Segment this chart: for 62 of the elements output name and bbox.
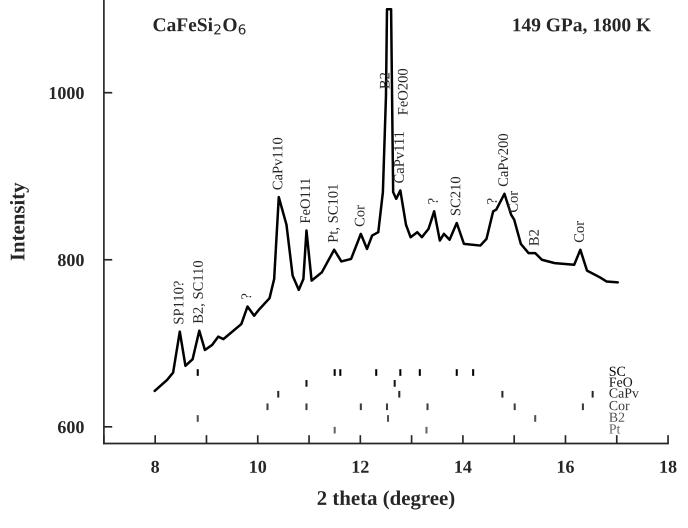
annotation: CaPv200 bbox=[498, 134, 508, 186]
y-axis-title: Intensity bbox=[10, 182, 29, 260]
annotation: 149 GPa, 1800 K bbox=[513, 18, 651, 34]
bar bbox=[196, 369, 199, 376]
bar bbox=[334, 369, 336, 376]
annotation: CaPv111 bbox=[394, 132, 404, 183]
bar bbox=[334, 426, 336, 434]
bar bbox=[592, 390, 594, 398]
x-axis-title: 2 theta (degree) bbox=[318, 490, 454, 510]
annotation: B2, SC110 bbox=[193, 260, 206, 324]
bar bbox=[472, 369, 474, 376]
bar bbox=[398, 390, 400, 398]
annotation: Cor bbox=[574, 221, 584, 242]
bar bbox=[305, 403, 308, 410]
x-tick-label: 12 bbox=[352, 460, 369, 473]
annotation: ? bbox=[241, 294, 252, 299]
bar bbox=[418, 369, 421, 376]
bar bbox=[501, 390, 504, 398]
bar bbox=[399, 369, 402, 376]
annotation: CaPv110 bbox=[272, 138, 282, 190]
text: FeO bbox=[609, 378, 632, 387]
bar bbox=[514, 403, 516, 410]
bar bbox=[339, 369, 342, 376]
bar bbox=[582, 403, 584, 410]
text: B2 bbox=[609, 412, 624, 422]
bar bbox=[196, 415, 199, 422]
bar bbox=[266, 403, 269, 410]
x-tick-label: 16 bbox=[558, 460, 574, 473]
bar bbox=[360, 403, 362, 410]
bar bbox=[305, 380, 308, 387]
annotation: ? bbox=[487, 198, 497, 204]
y-tick-label: 600 bbox=[58, 421, 84, 434]
bar bbox=[375, 369, 378, 376]
y-tick-label: 800 bbox=[58, 254, 84, 266]
y-tick-label: 1000 bbox=[50, 86, 84, 100]
annotation: Cor bbox=[508, 190, 518, 212]
text: SC bbox=[610, 366, 626, 376]
annotation: FeO111 bbox=[300, 178, 310, 224]
annotation: ? bbox=[428, 198, 438, 204]
series-label: Cor bbox=[609, 400, 630, 410]
text: Pt bbox=[609, 424, 620, 434]
series-label: CaPv bbox=[609, 388, 639, 398]
annotation: FeO200 bbox=[398, 68, 408, 115]
bar bbox=[426, 403, 429, 410]
annotation: B2 bbox=[529, 230, 539, 246]
bar bbox=[534, 415, 536, 422]
bar bbox=[456, 369, 458, 376]
x-tick-label: 8 bbox=[151, 460, 160, 473]
bar bbox=[277, 390, 280, 398]
annotation: B2 bbox=[380, 72, 390, 89]
annotation: Cor bbox=[354, 205, 364, 226]
annotation: Pt, SC101 bbox=[328, 184, 340, 242]
x-tick-label: 18 bbox=[660, 460, 676, 473]
annotation: SP110? bbox=[174, 281, 184, 324]
bar bbox=[386, 403, 388, 410]
bar bbox=[425, 426, 428, 434]
annotation: CaFeSi$_{2}$O$_{6}$ bbox=[153, 18, 246, 35]
annotation: SC210 bbox=[450, 176, 460, 216]
x-tick-label: 10 bbox=[250, 460, 266, 473]
x-tick-label: 14 bbox=[455, 460, 472, 473]
bar bbox=[394, 380, 396, 387]
bar bbox=[386, 415, 390, 422]
